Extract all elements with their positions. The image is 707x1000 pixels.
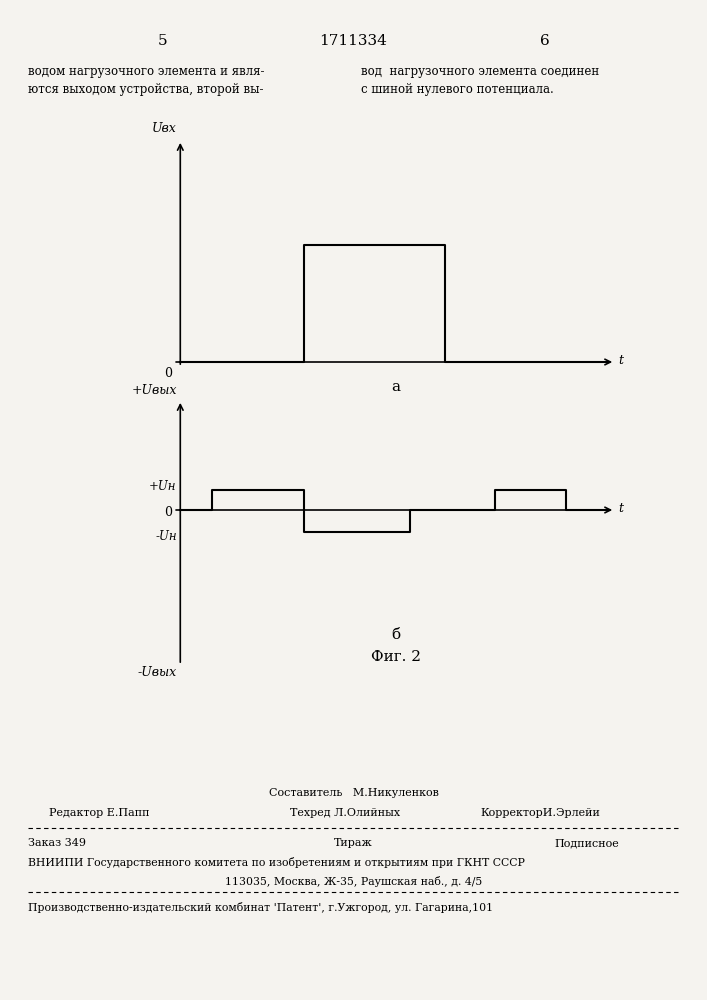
Text: 5: 5 <box>158 34 168 48</box>
Text: 0: 0 <box>164 367 172 380</box>
Text: б: б <box>392 628 400 642</box>
Text: t: t <box>619 502 624 514</box>
Text: а: а <box>392 380 400 394</box>
Text: 113035, Москва, Ж-35, Раушская наб., д. 4/5: 113035, Москва, Ж-35, Раушская наб., д. … <box>225 876 482 887</box>
Text: Техред Л.Олийных: Техред Л.Олийных <box>290 808 400 818</box>
Text: 0: 0 <box>164 506 172 518</box>
Text: КорректорИ.Эрлейи: КорректорИ.Эрлейи <box>481 808 601 818</box>
Text: Uвх: Uвх <box>152 122 177 135</box>
Text: 1711334: 1711334 <box>320 34 387 48</box>
Text: t: t <box>619 354 624 366</box>
Text: Производственно-издательский комбинат 'Патент', г.Ужгород, ул. Гагарина,101: Производственно-издательский комбинат 'П… <box>28 902 493 913</box>
Text: -Uн: -Uн <box>155 530 177 542</box>
Text: Фиг. 2: Фиг. 2 <box>371 650 421 664</box>
Text: +Uн: +Uн <box>149 480 177 492</box>
Text: Составитель   М.Никуленков: Составитель М.Никуленков <box>269 788 438 798</box>
Text: ВНИИПИ Государственного комитета по изобретениям и открытиям при ГКНТ СССР: ВНИИПИ Государственного комитета по изоб… <box>28 857 525 868</box>
Text: Тираж: Тираж <box>334 838 373 848</box>
Text: водом нагрузочного элемента и явля-
ются выходом устройства, второй вы-: водом нагрузочного элемента и явля- ются… <box>28 65 265 96</box>
Text: -Uвых: -Uвых <box>138 666 177 679</box>
Text: Заказ 349: Заказ 349 <box>28 838 86 848</box>
Text: Подписное: Подписное <box>554 838 619 848</box>
Text: 6: 6 <box>539 34 549 48</box>
Text: +Uвых: +Uвых <box>132 384 177 397</box>
Text: Редактор Е.Папп: Редактор Е.Папп <box>49 808 150 818</box>
Text: вод  нагрузочного элемента соединен
с шиной нулевого потенциала.: вод нагрузочного элемента соединен с шин… <box>361 65 599 96</box>
